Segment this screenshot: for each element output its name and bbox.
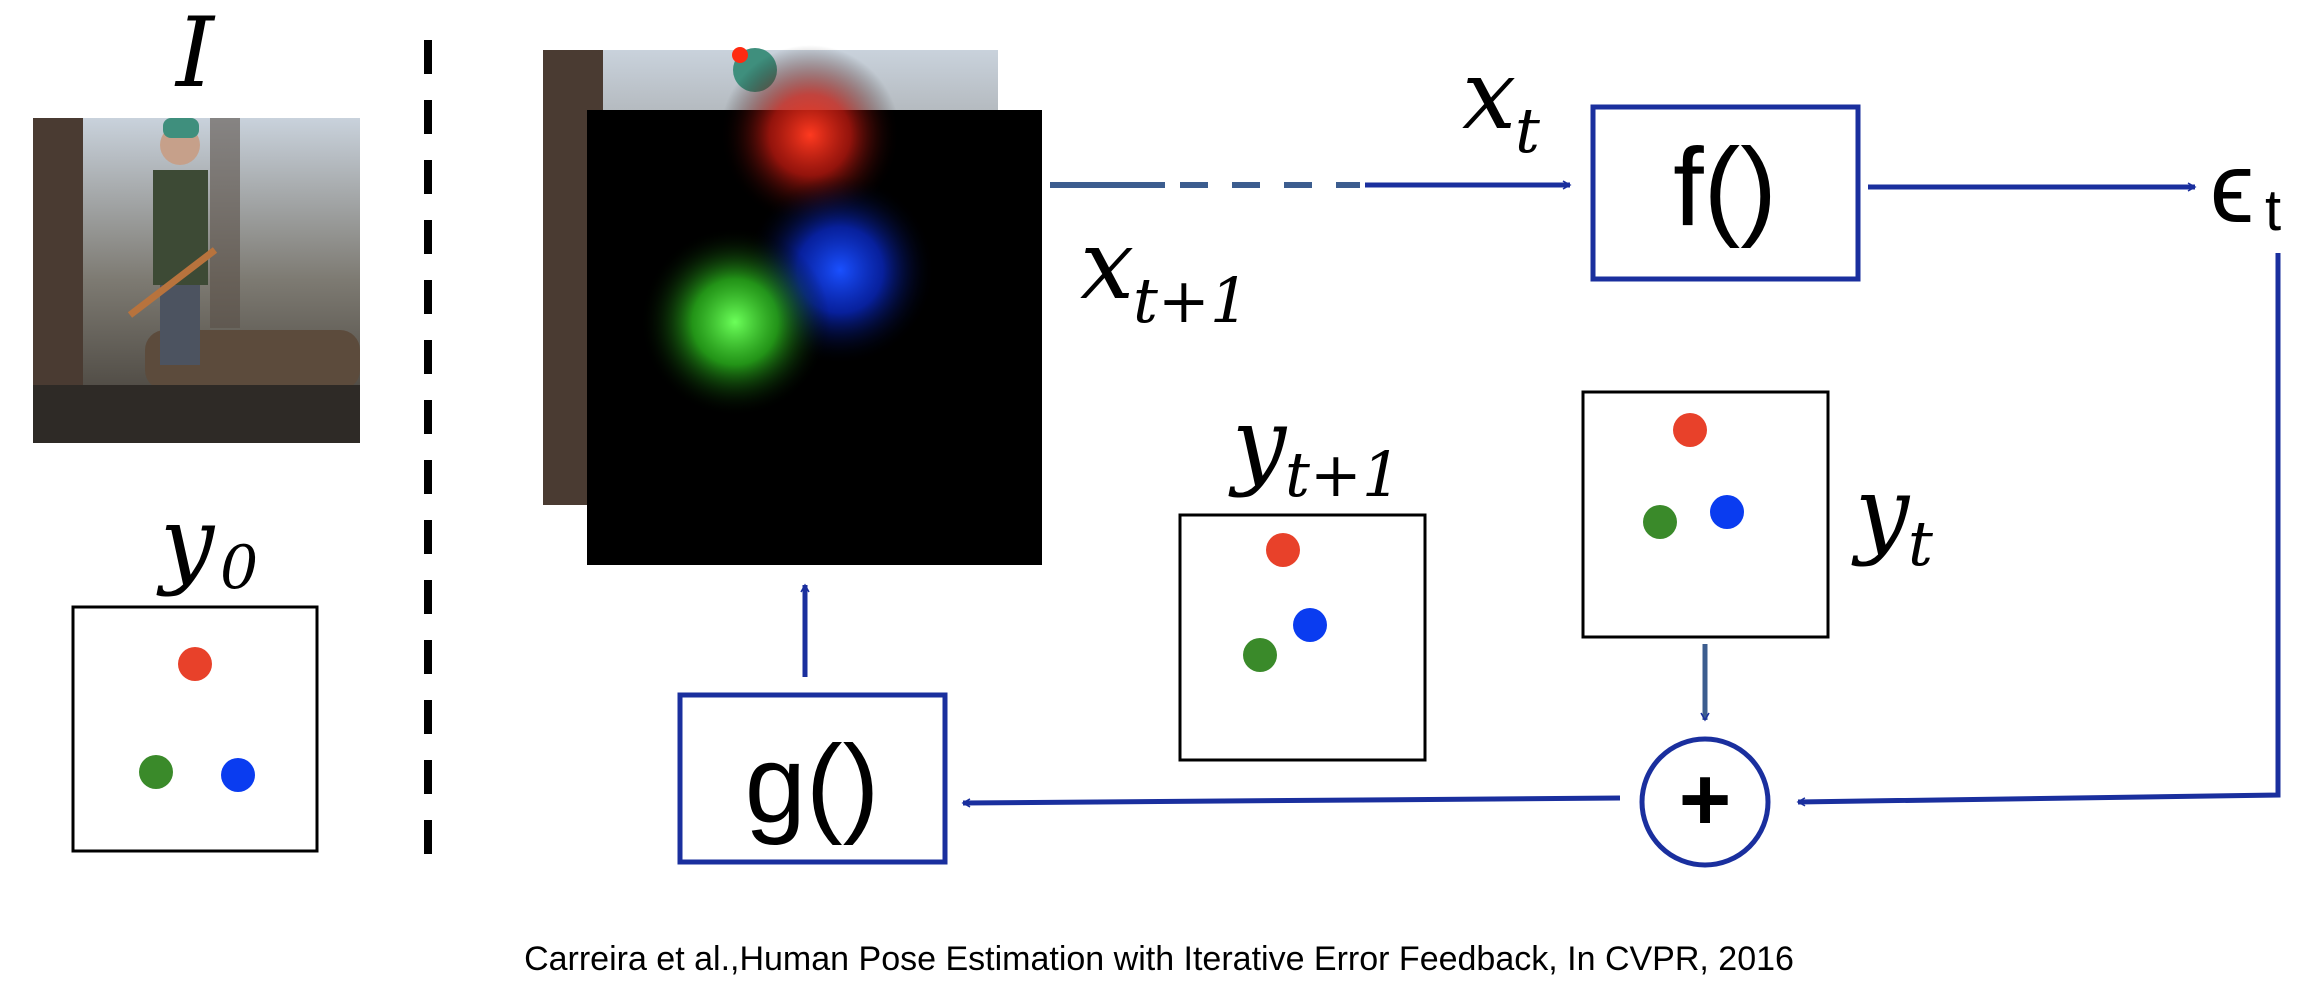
- keypoint-blue: [1710, 495, 1744, 529]
- keypoint-red: [1673, 413, 1707, 447]
- svg-text:I: I: [174, 0, 216, 109]
- g-function-box: g(): [677, 692, 948, 865]
- label-yt1: y t+1: [1228, 387, 1401, 511]
- svg-text:ϵ: ϵ: [2210, 132, 2254, 244]
- svg-text:t: t: [1515, 94, 1540, 167]
- yt-keypoint-panel: [1581, 390, 1830, 639]
- label-image: I: [174, 0, 216, 109]
- label-epsilon: ϵ t: [2210, 132, 2281, 244]
- f-function-box: f(): [1590, 104, 1861, 282]
- input-photo: [33, 118, 360, 443]
- keypoint-red: [178, 647, 212, 681]
- svg-text:+: +: [1679, 750, 1732, 850]
- svg-text:g(): g(): [745, 723, 879, 846]
- keypoint-green: [139, 755, 173, 789]
- arrow-plus-to-g: [961, 795, 1621, 808]
- svg-text:t+1: t+1: [1285, 438, 1401, 511]
- keypoint-red: [1266, 533, 1300, 567]
- y0-keypoint-panel: [71, 605, 319, 853]
- svg-text:t+1: t+1: [1133, 264, 1249, 337]
- svg-text:t: t: [1908, 507, 1933, 580]
- citation: Carreira et al.,Human Pose Estimation wi…: [524, 940, 1794, 978]
- svg-text:f(): f(): [1673, 126, 1777, 249]
- svg-text:t: t: [2265, 178, 2281, 243]
- keypoint-blue: [221, 758, 255, 792]
- svg-text:y: y: [156, 486, 216, 598]
- svg-text:y: y: [1851, 456, 1911, 568]
- label-y0: y 0: [156, 486, 258, 603]
- svg-text:0: 0: [220, 533, 258, 603]
- svg-text:y: y: [1228, 387, 1288, 499]
- heatmap: [587, 45, 1042, 565]
- keypoint-green: [1243, 638, 1277, 672]
- arrow-epsilon-to-plus: [1796, 253, 2281, 807]
- yt1-keypoint-panel: [1178, 513, 1427, 762]
- keypoint-blue: [1293, 608, 1327, 642]
- heatmap-blob-green: [640, 227, 830, 417]
- label-yt: y t: [1851, 456, 1933, 580]
- label-xt: x t: [1462, 39, 1540, 167]
- svg-text:x: x: [1080, 209, 1134, 321]
- plus-operator: +: [1639, 736, 1771, 868]
- svg-text:x: x: [1462, 39, 1516, 151]
- label-xt1: x t+1: [1080, 209, 1249, 337]
- keypoint-green: [1643, 505, 1677, 539]
